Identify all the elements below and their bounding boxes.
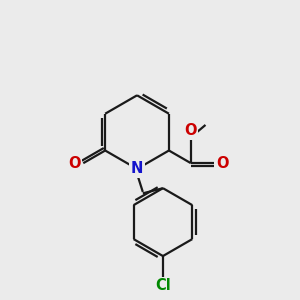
Text: N: N [131, 161, 143, 176]
Text: O: O [68, 156, 81, 171]
Text: O: O [217, 156, 229, 171]
Text: Cl: Cl [155, 278, 171, 293]
Text: O: O [184, 123, 197, 138]
